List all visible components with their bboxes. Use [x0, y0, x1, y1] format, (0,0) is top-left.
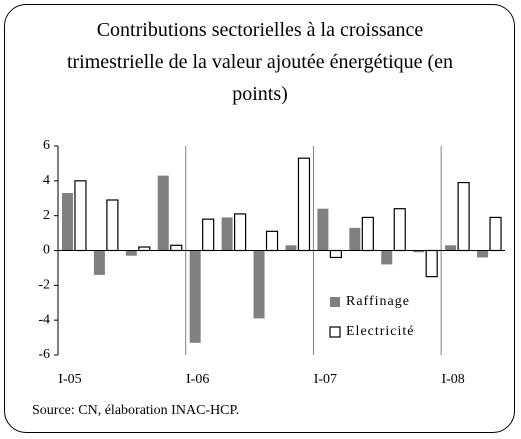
y-tick-label: -4	[38, 312, 50, 327]
x-tick-label: I-08	[441, 372, 464, 387]
bar	[138, 246, 151, 252]
bar	[381, 250, 393, 265]
bar	[170, 244, 183, 252]
bar	[221, 217, 233, 251]
bar	[285, 245, 297, 251]
legend-label: Electricité	[346, 324, 415, 339]
legend-swatch	[329, 326, 341, 338]
bar	[253, 250, 265, 319]
bar	[361, 216, 374, 252]
chart-title: Contributions sectorielles à la croissan…	[66, 19, 454, 105]
bar	[329, 249, 342, 259]
x-tick-label: I-05	[58, 372, 81, 387]
source: Source: CN, élaboration INAC-HCP.	[32, 403, 239, 418]
y-tick-label: 4	[43, 173, 50, 188]
x-tick-label: I-07	[314, 372, 337, 387]
bar	[445, 245, 457, 251]
bar	[457, 181, 470, 252]
bar	[189, 250, 201, 343]
bar	[477, 250, 489, 258]
legend-swatch	[330, 297, 340, 307]
x-tick-label: I-06	[186, 372, 209, 387]
bar	[93, 250, 105, 275]
bar	[234, 213, 247, 252]
y-tick-label: -2	[38, 278, 50, 293]
legend-label: Raffinage	[346, 294, 410, 309]
bar	[125, 250, 137, 256]
frame	[4, 4, 515, 433]
bar	[317, 208, 329, 251]
y-tick-label: -6	[38, 347, 50, 362]
y-tick-label: 0	[43, 243, 50, 258]
bar	[393, 208, 406, 252]
bar	[489, 216, 502, 252]
bar	[413, 250, 425, 253]
y-tick-label: 6	[43, 138, 50, 153]
bar	[106, 199, 119, 252]
bar	[425, 249, 438, 278]
bar	[265, 230, 279, 252]
bar	[349, 227, 361, 251]
y-tick-label: 2	[43, 208, 50, 223]
bar	[157, 175, 169, 251]
bar	[202, 218, 215, 252]
bar	[74, 180, 87, 252]
bar	[61, 193, 73, 251]
bar	[297, 157, 311, 252]
